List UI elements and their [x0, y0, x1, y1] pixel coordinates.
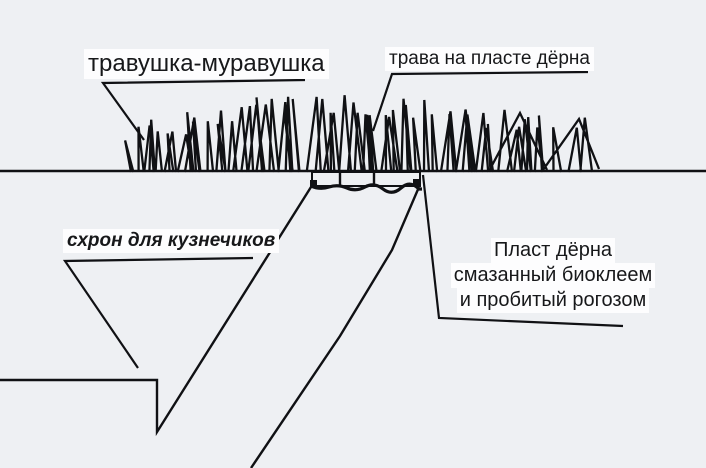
leader-stash — [62, 256, 254, 369]
leader-grass-common — [100, 78, 306, 141]
label-sod-plate-line-3: и пробитый рогозом — [456, 288, 650, 313]
label-sod-plate: Пласт дёрна смазанный биоклеем и пробиты… — [446, 238, 660, 313]
sod-plate-left-corner-blob — [310, 180, 317, 188]
sod-plate-glue-scribble — [310, 182, 422, 194]
pit-right-wall — [250, 186, 421, 468]
grass-blades — [123, 95, 601, 173]
label-sod-plate-line-1: Пласт дёрна — [491, 238, 615, 263]
label-sod-plate-line-2: смазанный биоклеем — [450, 263, 656, 288]
sod-plate-right-corner-blob — [413, 179, 421, 187]
leader-sod-plate — [421, 174, 624, 328]
label-grass-common: травушка-муравушка — [84, 49, 329, 80]
sod-plate — [311, 171, 421, 187]
label-stash: схрон для кузнечиков — [63, 229, 280, 254]
label-grass-on-sod: трава на пласте дёрна — [385, 47, 594, 72]
leader-grass-on-sod — [371, 70, 589, 132]
pit-left-wall-and-stash-chamber — [0, 186, 313, 437]
